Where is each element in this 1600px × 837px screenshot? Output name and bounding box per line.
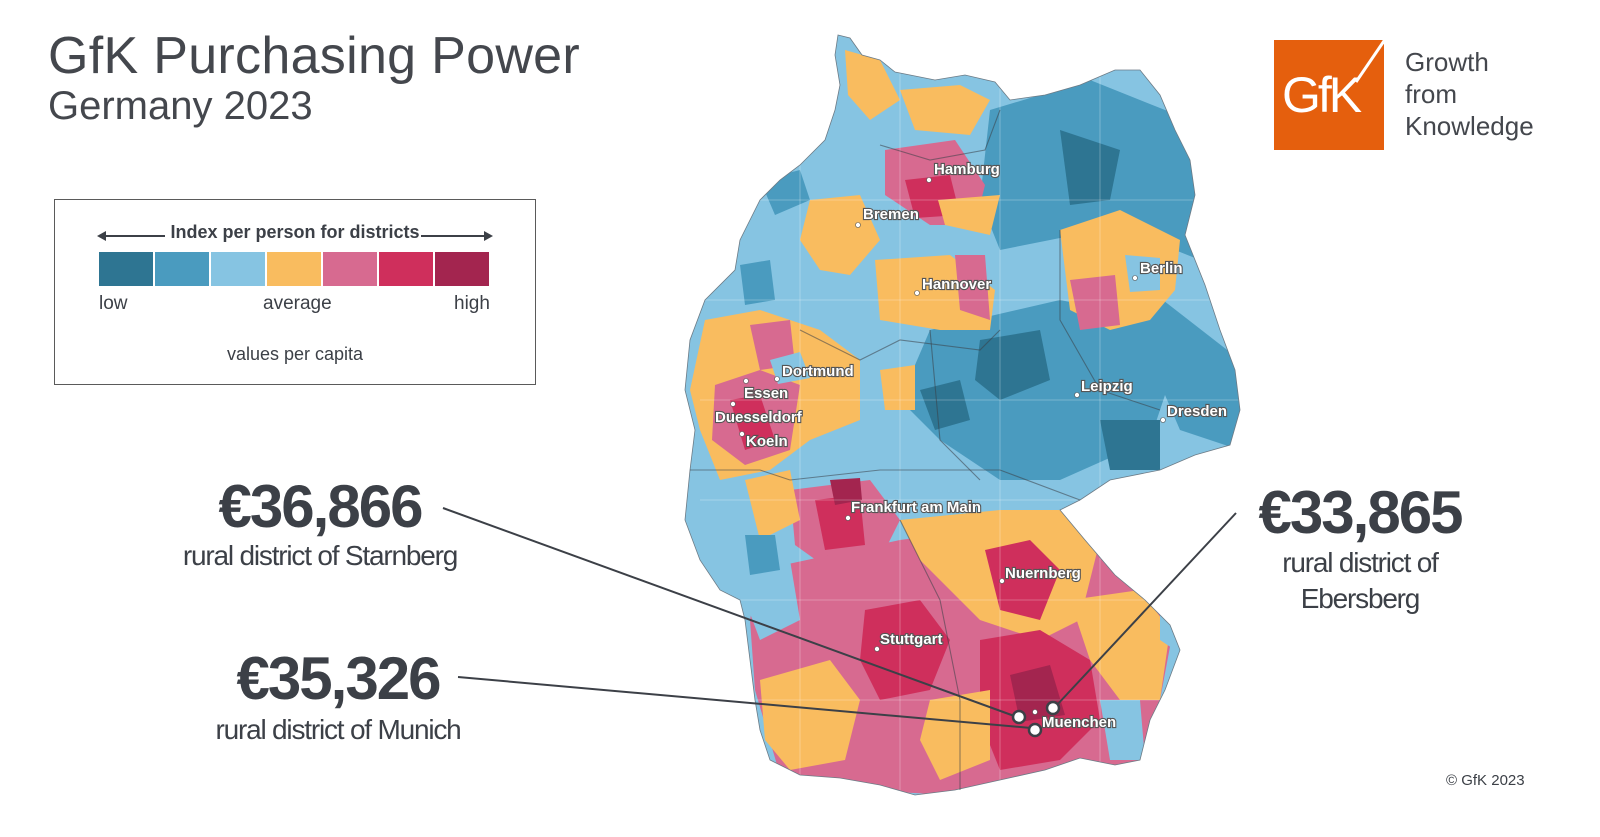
legend-swatch [99, 252, 153, 286]
city-dot-hamburg [926, 177, 932, 183]
legend-swatches [99, 252, 489, 286]
munich-district-marker [1027, 722, 1043, 738]
gfk-logo: GfK [1274, 40, 1384, 150]
logo-tagline-2: from [1405, 79, 1457, 109]
city-label-stuttgart: Stuttgart [880, 631, 943, 648]
city-dot-bremen [855, 222, 861, 228]
legend-swatch [323, 252, 377, 286]
city-dot-frankfurt [845, 515, 851, 521]
legend: Index per person for districts low avera… [54, 199, 536, 385]
callout-leaders [442, 507, 1237, 729]
legend-title: Index per person for districts [170, 222, 420, 242]
legend-swatch [379, 252, 433, 286]
starnberg-marker [1011, 709, 1027, 725]
legend-low-label: low [99, 293, 128, 314]
city-dot-nuernberg [999, 578, 1005, 584]
city-label-berlin: Berlin [1140, 260, 1183, 277]
page-title: GfK Purchasing Power [48, 27, 581, 85]
city-label-dresden: Dresden [1167, 403, 1227, 420]
logo-slash-icon [1354, 40, 1384, 83]
city-label-hamburg: Hamburg [934, 161, 1000, 178]
legend-arrow-right [421, 231, 493, 241]
city-dot-dortmund [774, 376, 780, 382]
legend-swatch [211, 252, 265, 286]
munich-district-value: €35,326 [236, 645, 442, 712]
ebersberg-label-line2: Ebersberg [1300, 583, 1421, 614]
ebersberg-label-line1: rural district of [1282, 547, 1439, 578]
legend-note: values per capita [226, 344, 364, 364]
city-dot-essen [743, 378, 749, 384]
logo-tagline-3: Knowledge [1405, 111, 1534, 141]
logo-tagline-1: Growth [1405, 47, 1489, 77]
city-dot-duesseldorf [730, 401, 736, 407]
copyright: © GfK 2023 [1446, 772, 1525, 789]
page-subtitle: Germany 2023 [48, 84, 313, 128]
city-label-muenchen: Muenchen [1042, 714, 1116, 731]
ebersberg-marker [1045, 700, 1061, 716]
starnberg-label: rural district of Starnberg [182, 540, 458, 571]
city-label-nuernberg: Nuernberg [1005, 565, 1081, 582]
munich-district-label: rural district of Munich [215, 714, 461, 745]
legend-average-label: average [263, 293, 332, 314]
city-label-hannover: Hannover [922, 276, 991, 293]
city-dot-muenchen [1032, 709, 1038, 715]
city-dot-berlin [1132, 275, 1138, 281]
city-label-dortmund: Dortmund [782, 363, 854, 380]
logo-tagline: Growth from Knowledge [1405, 46, 1534, 142]
city-dot-hannover [914, 290, 920, 296]
city-label-frankfurt: Frankfurt am Main [851, 499, 981, 516]
city-dot-dresden [1160, 417, 1166, 423]
germany-outline [684, 34, 1241, 796]
state-borders [690, 109, 1161, 790]
city-label-leipzig: Leipzig [1081, 378, 1133, 395]
city-label-essen: Essen [744, 385, 788, 402]
legend-arrow-left [97, 231, 165, 241]
city-dot-koeln [739, 431, 745, 437]
city-label-duesseldorf: Duesseldorf [715, 409, 803, 426]
city-dot-stuttgart [874, 646, 880, 652]
city-markers: Hamburg Bremen Hannover Berlin Dortmund … [714, 160, 1228, 732]
legend-swatch [435, 252, 489, 286]
city-label-koeln: Koeln [746, 433, 788, 450]
starnberg-value: €36,866 [218, 473, 424, 540]
city-label-bremen: Bremen [863, 206, 919, 223]
ebersberg-value: €33,865 [1258, 479, 1464, 546]
city-dot-leipzig [1074, 392, 1080, 398]
legend-swatch [267, 252, 321, 286]
legend-swatch [155, 252, 209, 286]
legend-high-label: high [454, 293, 490, 314]
gfk-logo-text: GfK [1282, 67, 1362, 123]
